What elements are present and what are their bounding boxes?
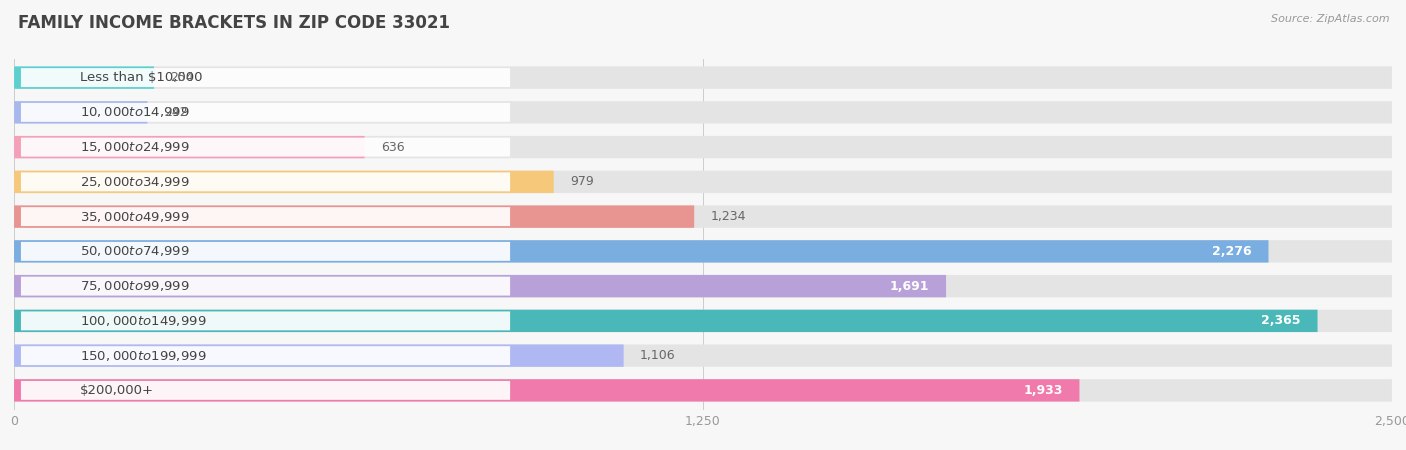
FancyBboxPatch shape [14,136,1392,158]
Text: Source: ZipAtlas.com: Source: ZipAtlas.com [1271,14,1389,23]
FancyBboxPatch shape [21,242,510,261]
Text: $50,000 to $74,999: $50,000 to $74,999 [80,244,190,258]
Text: 2,276: 2,276 [1212,245,1251,258]
FancyBboxPatch shape [14,67,1392,89]
Text: 1,933: 1,933 [1024,384,1063,397]
FancyBboxPatch shape [14,101,1392,124]
FancyBboxPatch shape [14,379,1392,401]
FancyBboxPatch shape [21,103,510,122]
FancyBboxPatch shape [21,381,510,400]
Text: $75,000 to $99,999: $75,000 to $99,999 [80,279,190,293]
Text: Less than $10,000: Less than $10,000 [80,71,202,84]
FancyBboxPatch shape [14,275,946,297]
Text: 1,691: 1,691 [890,279,929,292]
FancyBboxPatch shape [14,136,364,158]
FancyBboxPatch shape [21,346,510,365]
FancyBboxPatch shape [14,206,1392,228]
FancyBboxPatch shape [14,310,1392,332]
Text: $15,000 to $24,999: $15,000 to $24,999 [80,140,190,154]
FancyBboxPatch shape [14,206,695,228]
Text: $100,000 to $149,999: $100,000 to $149,999 [80,314,207,328]
FancyBboxPatch shape [21,138,510,157]
Text: $10,000 to $14,999: $10,000 to $14,999 [80,105,190,119]
FancyBboxPatch shape [14,171,1392,193]
Text: $35,000 to $49,999: $35,000 to $49,999 [80,210,190,224]
FancyBboxPatch shape [21,311,510,330]
FancyBboxPatch shape [14,67,155,89]
FancyBboxPatch shape [21,277,510,296]
FancyBboxPatch shape [14,344,624,367]
Text: 1,234: 1,234 [710,210,747,223]
FancyBboxPatch shape [14,171,554,193]
FancyBboxPatch shape [14,344,1392,367]
FancyBboxPatch shape [14,310,1317,332]
Text: 242: 242 [165,106,187,119]
Text: 1,106: 1,106 [640,349,676,362]
Text: FAMILY INCOME BRACKETS IN ZIP CODE 33021: FAMILY INCOME BRACKETS IN ZIP CODE 33021 [18,14,450,32]
FancyBboxPatch shape [14,240,1392,262]
FancyBboxPatch shape [21,207,510,226]
Text: 2,365: 2,365 [1261,315,1301,328]
Text: 979: 979 [571,176,593,189]
FancyBboxPatch shape [14,240,1268,262]
FancyBboxPatch shape [21,172,510,191]
FancyBboxPatch shape [21,68,510,87]
FancyBboxPatch shape [14,275,1392,297]
Text: 254: 254 [170,71,194,84]
FancyBboxPatch shape [14,101,148,124]
FancyBboxPatch shape [14,379,1080,401]
Text: 636: 636 [381,140,405,153]
Text: $150,000 to $199,999: $150,000 to $199,999 [80,349,207,363]
Text: $200,000+: $200,000+ [80,384,153,397]
Text: $25,000 to $34,999: $25,000 to $34,999 [80,175,190,189]
